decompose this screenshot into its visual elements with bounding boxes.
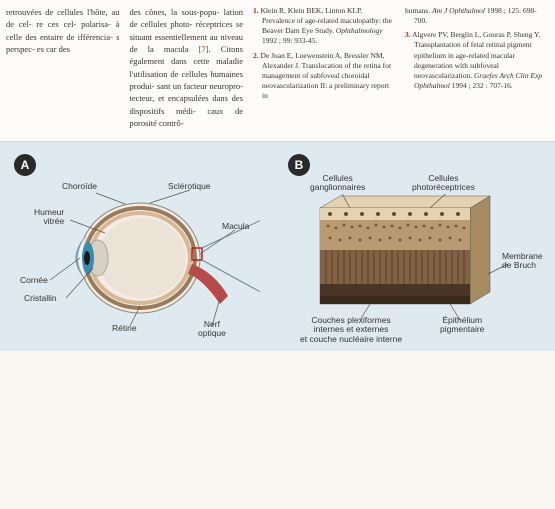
ref-2b-body: humans.	[405, 6, 432, 15]
intext-ref-7: [7]	[199, 44, 209, 54]
block-right-face	[470, 196, 490, 304]
block-top-face	[320, 196, 490, 208]
stratum-rpe	[320, 284, 470, 296]
label-cristallin: Cristallin	[24, 294, 57, 303]
text-columns: retrouvées de cellules l'hôte, au de cel…	[0, 0, 555, 141]
panel-letter-b: B	[288, 154, 310, 176]
eye-diagram	[30, 178, 260, 338]
ref-1-tail: 1992 ; 99: 933-45.	[262, 36, 317, 45]
ref-2-cont: humans. Am J Ophthalmol 1998 ; 125: 698-…	[405, 6, 547, 26]
stratum-bruch	[320, 296, 470, 304]
pupil-shape	[84, 251, 90, 265]
label-humeur-vitree: Humeur vitrée	[34, 208, 64, 227]
label-couches-plexiformes: Couches plexiformes internes et externes…	[300, 316, 402, 344]
ref-1: 1. Klein R, Klein BEK, Linton KLP. Preva…	[253, 6, 395, 47]
ref-3-tail: 1994 ; 232 : 707-16.	[450, 81, 513, 90]
stratum-plexiform	[320, 220, 470, 250]
page-root: retrouvées de cellules l'hôte, au de cel…	[0, 0, 555, 351]
ref-2-body: De Juan E, Loewenstein A, Bressler NM, A…	[259, 51, 392, 101]
retina-block-diagram	[310, 194, 520, 324]
optic-nerve-shape	[188, 264, 228, 304]
text-col-1: retrouvées de cellules l'hôte, au de cel…	[6, 6, 120, 129]
ref-1-journal: Ophthalmology	[336, 26, 383, 35]
ref-3: 3. Algvere PV, Berglin L, Gouras P, Shen…	[405, 30, 547, 91]
label-membrane-bruch: Membrane de Bruch	[502, 252, 543, 271]
label-epithelium-pigmentaire: Épithélium pigmentaire	[440, 316, 484, 335]
stratum-photoreceptors	[320, 250, 470, 284]
label-sclerotique: Sclérotique	[168, 182, 211, 191]
label-macula: Macula	[222, 222, 249, 231]
ref-2b-journal: Am J Ophthalmol	[432, 6, 485, 15]
label-cornee: Cornée	[20, 276, 48, 285]
panel-letter-a: A	[14, 154, 36, 176]
label-nerf-optique: Nerf optique	[198, 320, 226, 339]
label-retine: Rétine	[112, 324, 137, 333]
vitreous-shape	[98, 218, 186, 298]
ref-2: 2. De Juan E, Loewenstein A, Bressler NM…	[253, 51, 395, 102]
label-cellules-ganglionnaires: Cellules ganglionnaires	[310, 174, 365, 193]
figure-panel: A B	[0, 141, 555, 351]
text-col-2: des cônes, la sous-popu- lation de cellu…	[130, 6, 244, 129]
text-col-2-part2: . Citons également dans cette maladie l'…	[130, 44, 244, 128]
references-col-right: humans. Am J Ophthalmol 1998 ; 125: 698-…	[405, 6, 547, 129]
references-col-left: 1. Klein R, Klein BEK, Linton KLP. Preva…	[253, 6, 395, 129]
label-cellules-photoreceptrices: Cellules photoréceptrices	[412, 174, 475, 193]
label-choroide: Choroïde	[62, 182, 97, 191]
